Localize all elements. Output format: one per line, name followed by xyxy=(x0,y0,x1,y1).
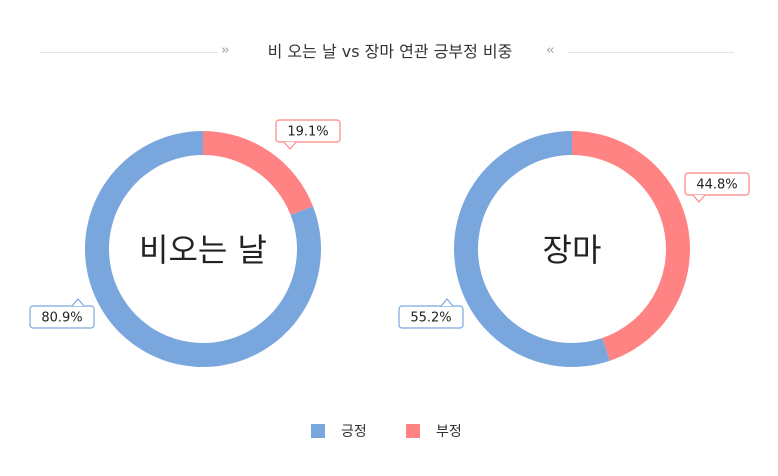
donut-0-label-positive-box xyxy=(29,305,95,329)
title-rule-right xyxy=(568,52,734,53)
donut-1-label-negative-box xyxy=(684,172,750,196)
donut-1-label-positive: 55.2% xyxy=(398,298,464,329)
chart-title: 비 오는 날 vs 장마 연관 긍부정 비중 xyxy=(267,42,513,61)
chevron-left-icon: ‹‹ xyxy=(546,43,555,58)
chart-header: ›› 비 오는 날 vs 장마 연관 긍부정 비중 ‹‹ xyxy=(0,36,778,68)
donut-0-center-label: 비오는 날 xyxy=(139,231,267,269)
donut-1-label-positive-box xyxy=(398,305,464,329)
legend-label-positive: 긍정 xyxy=(341,424,367,440)
legend-swatch-positive xyxy=(311,424,325,438)
legend-item-negative[interactable]: 부정 xyxy=(406,420,462,442)
donut-1-label-negative: 44.8% xyxy=(684,172,750,203)
title-rule-left xyxy=(40,52,218,53)
donut-1-slice-positive xyxy=(454,131,610,368)
donut-1-center-label: 장마 xyxy=(543,231,602,269)
legend-item-positive[interactable]: 긍정 xyxy=(311,420,367,442)
donut-0-label-negative-text: 19.1% xyxy=(287,125,328,140)
donut-1-label-positive-tail xyxy=(440,298,454,307)
donut-1-label-negative-text: 44.8% xyxy=(696,178,737,193)
donut-0-label-positive-tail xyxy=(71,298,85,307)
donut-0-label-positive: 80.9% xyxy=(29,298,95,329)
chevron-right-icon: ›› xyxy=(221,43,230,58)
legend-swatch-negative xyxy=(406,424,420,438)
donut-0-slice-negative xyxy=(203,131,313,215)
donut-0-label-negative-box xyxy=(275,119,341,143)
donut-1-label-negative-tail xyxy=(692,194,706,203)
donut-1-label-positive-text: 55.2% xyxy=(410,311,451,326)
donut-0-label-negative-tail xyxy=(283,141,297,150)
donut-0-label-positive-text: 80.9% xyxy=(41,311,82,326)
donut-0-label-negative: 19.1% xyxy=(275,119,341,150)
legend-label-negative: 부정 xyxy=(436,424,462,440)
donut-1-slice-negative xyxy=(572,131,691,361)
